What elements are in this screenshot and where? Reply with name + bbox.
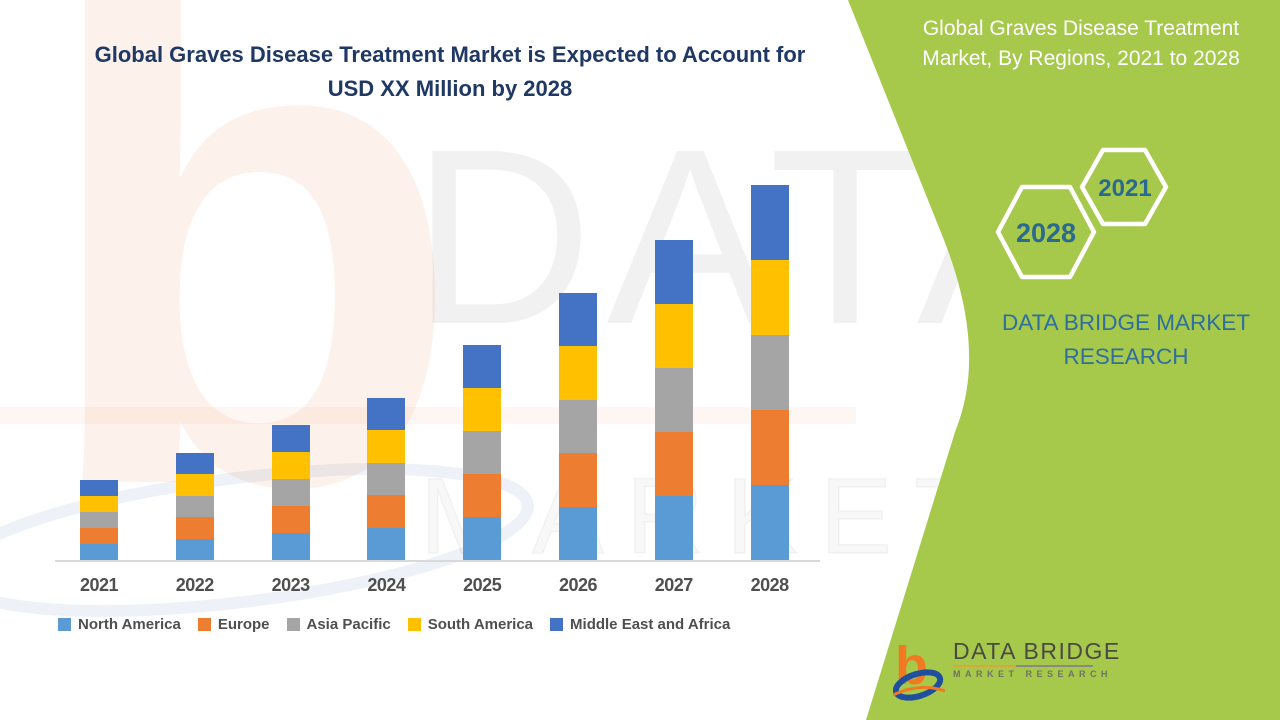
bar-segment-2024-north-america — [367, 527, 406, 560]
bar-segment-2028-south-america — [750, 260, 789, 335]
x-axis-labels: 2021 2022 2023 2024 2025 2026 2027 2028 — [55, 575, 820, 599]
x-axis-label-2028: 2028 — [750, 575, 790, 595]
legend-item-europe: Europe — [197, 616, 270, 633]
legend-label: South America — [427, 616, 534, 633]
bar-segment-2025-north-america — [463, 517, 502, 560]
legend-marker-icon — [197, 618, 211, 631]
bar-segment-2022-north-america — [175, 538, 214, 560]
page-title-line2: USD XX Million by 2028 — [327, 76, 573, 101]
bar-segment-2026-north-america — [559, 506, 597, 560]
bar-2025 — [463, 345, 502, 560]
logo-subtitle: MARKET RESEARCH — [953, 669, 1113, 679]
legend-label: North America — [78, 616, 181, 633]
bar-2028 — [750, 185, 789, 560]
bar-segment-2027-south-america — [654, 304, 693, 368]
x-axis-label-2025: 2025 — [463, 575, 502, 595]
bar-segment-2022-south-america — [175, 474, 214, 496]
legend-marker-icon — [286, 618, 300, 631]
bar-segment-2024-south-america — [367, 430, 406, 463]
bar-segment-2026-europe — [559, 453, 597, 507]
hexagon-2028: 2028 — [995, 184, 1097, 280]
bar-segment-2027-europe — [654, 432, 693, 496]
bar-2022 — [175, 452, 214, 560]
data-bridge-logo-text: DATA BRIDGE MARKET RESEARCH — [953, 638, 1121, 702]
x-axis-label-2027: 2027 — [654, 575, 694, 595]
bar-segment-2023-asia-pacific — [271, 479, 310, 506]
bar-segment-2023-north-america — [271, 533, 310, 560]
legend-marker-icon — [407, 618, 421, 631]
x-axis-label-2023: 2023 — [271, 575, 311, 595]
hexagon-2028-label: 2028 — [1016, 218, 1076, 248]
bar-segment-2027-north-america — [654, 496, 693, 560]
bar-segment-2026-middle-east-and-africa — [559, 292, 597, 346]
bar-chart-plot-area — [55, 168, 820, 562]
bar-segment-2022-middle-east-and-africa — [175, 452, 214, 474]
x-axis-label-2021: 2021 — [79, 575, 119, 595]
brand-text-line2: RESEARCH — [1063, 344, 1189, 369]
page-title-line1: Global Graves Disease Treatment Market i… — [94, 42, 806, 67]
bar-segment-2021-asia-pacific — [80, 512, 118, 528]
hexagon-2021: 2021 — [1079, 147, 1169, 227]
bar-segment-2021-north-america — [80, 544, 118, 560]
bar-segment-2024-asia-pacific — [367, 462, 406, 495]
bar-segment-2024-middle-east-and-africa — [367, 397, 406, 430]
legend-marker-icon — [550, 618, 564, 631]
bar-segment-2021-south-america — [80, 496, 118, 512]
bar-segment-2027-asia-pacific — [654, 368, 693, 432]
brand-text-line1: DATA BRIDGE MARKET — [1002, 310, 1250, 335]
bar-segment-2028-europe — [750, 410, 789, 485]
legend-item-south-america: South America — [407, 616, 534, 633]
legend-label: Middle East and Africa — [570, 616, 731, 633]
x-axis-label-2022: 2022 — [175, 575, 215, 595]
bar-segment-2028-middle-east-and-africa — [750, 185, 789, 260]
bar-2027 — [654, 240, 693, 560]
logo-divider — [953, 665, 1093, 667]
bar-2024 — [367, 397, 406, 560]
bar-segment-2022-europe — [175, 517, 214, 539]
hexagon-year-badges: 2028 2021 — [995, 147, 1169, 280]
legend-label: Europe — [217, 616, 270, 633]
bar-2026 — [559, 292, 597, 560]
bar-segment-2021-middle-east-and-africa — [80, 480, 118, 496]
bar-segment-2025-europe — [463, 474, 502, 517]
legend-item-middle-east-and-africa: Middle East and Africa — [550, 616, 730, 633]
side-panel-title-line1: Global Graves Disease Treatment — [922, 17, 1240, 40]
legend-marker-icon — [58, 618, 71, 631]
bar-segment-2026-asia-pacific — [559, 399, 597, 453]
bar-segment-2025-middle-east-and-africa — [463, 345, 502, 388]
bar-segment-2025-asia-pacific — [463, 431, 502, 474]
data-bridge-logo-icon: b — [893, 638, 945, 701]
bar-segment-2023-europe — [271, 506, 310, 533]
bar-segment-2024-europe — [367, 495, 406, 528]
hexagon-2021-label: 2021 — [1098, 175, 1151, 202]
chart-legend: North America Europe Asia Pacific South Ame… — [58, 616, 730, 633]
bar-segment-2023-south-america — [271, 452, 310, 479]
bar-2023 — [271, 425, 310, 560]
side-panel-title: Global Graves Disease Treatment Market, … — [890, 14, 1272, 74]
bar-segment-2021-europe — [80, 528, 118, 544]
side-panel-title-line2: Market, By Regions, 2021 to 2028 — [922, 47, 1240, 70]
legend-item-north-america: North America — [58, 616, 181, 633]
bar-segment-2025-south-america — [463, 388, 502, 431]
bar-segment-2023-middle-east-and-africa — [271, 425, 310, 452]
page-title: Global Graves Disease Treatment Market i… — [58, 38, 842, 106]
x-axis-label-2024: 2024 — [367, 575, 406, 595]
bar-segment-2028-asia-pacific — [750, 335, 789, 410]
bar-segment-2027-middle-east-and-africa — [654, 240, 693, 304]
data-bridge-logo: b DATA BRIDGE MARKET RESEARCH — [893, 638, 1121, 702]
x-axis-label-2026: 2026 — [558, 575, 598, 595]
bar-segment-2028-north-america — [750, 485, 789, 560]
bar-2021 — [80, 480, 118, 560]
logo-name: DATA BRIDGE — [953, 638, 1121, 664]
side-panel-brand-text: DATA BRIDGE MARKET RESEARCH — [990, 306, 1262, 374]
legend-label: Asia Pacific — [306, 616, 391, 633]
bar-segment-2026-south-america — [559, 346, 597, 400]
bar-segment-2022-asia-pacific — [175, 495, 214, 517]
legend-item-asia-pacific: Asia Pacific — [286, 616, 391, 633]
